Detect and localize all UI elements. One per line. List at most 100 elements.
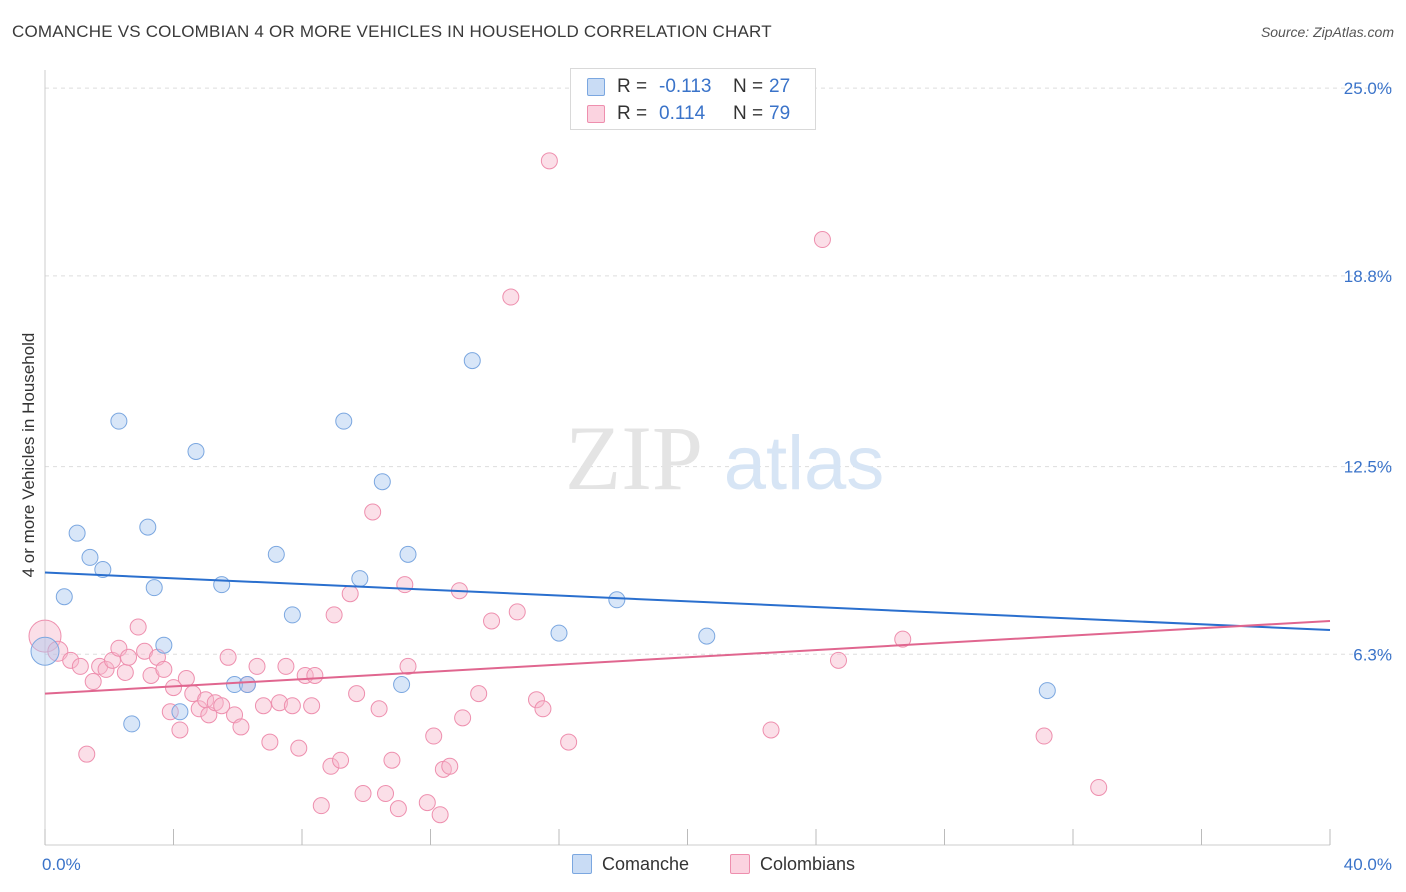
comanche-point [155,636,173,654]
bottom-legend-colombians: Colombians [730,852,855,876]
colombian-point [232,718,250,736]
comanche-trend-line [44,571,1331,632]
grid-lines [45,87,1392,655]
colombian-point [129,618,147,636]
legend-row-comanche: R = -0.113 N = 27 [587,75,790,99]
comanche-point [55,588,73,606]
comanche-swatch [572,854,592,874]
colombian-point [364,503,382,521]
bottom-legend-comanche: Comanche [572,852,689,876]
comanche-point [1038,682,1056,700]
colombian-points [28,152,1108,824]
colombian-point [190,700,208,718]
watermark: ZIP atlas [565,407,884,509]
colombian-point [441,757,459,775]
colombian-point [540,152,558,170]
comanche-point [550,624,568,642]
colombian-point [813,231,831,249]
comanche-point [213,576,231,594]
colombian-point [418,794,436,812]
colombian-point [219,648,237,666]
comanche-point [267,545,285,563]
colombian-point [431,806,449,824]
colombian-point [425,727,443,745]
colombian-point [370,700,388,718]
comanche-point [283,606,301,624]
comanche-point [238,676,256,694]
colombian-point [283,697,301,715]
colombian-point [454,709,472,727]
colombian-point [534,700,552,718]
comanche-point [145,579,163,597]
comanche-point [81,548,99,566]
comanche-label: Comanche [602,853,690,874]
y-tick-label: 25.0% [1344,79,1392,98]
colombian-point [177,669,195,687]
y-axis-label: 4 or more Vehicles in Household [19,333,38,578]
comanche-point [30,636,60,666]
comanche-point [123,715,141,733]
comanche-point [335,412,353,430]
colombian-point [171,721,189,739]
tick-labels: 6.3% 12.5% 18.8% 25.0% 0.0% 40.0% [42,79,1392,874]
n-label: N = [733,103,764,124]
comanche-swatch [587,78,605,96]
colombian-point [116,663,134,681]
colombian-point [325,606,343,624]
axes [44,70,1331,846]
comanche-point [698,627,716,645]
watermark-atlas: atlas [724,421,885,506]
colombian-point [762,721,780,739]
comanche-point [373,473,391,491]
colombian-point [303,697,321,715]
comanche-point [351,570,369,588]
comanche-point [94,561,112,579]
comanche-points [30,352,1056,733]
y-tick-label: 12.5% [1344,458,1392,477]
n-value: 79 [769,103,791,124]
comanche-point [187,442,205,460]
colombian-point [71,657,89,675]
colombian-point [1035,727,1053,745]
colombian-point [389,800,407,818]
comanche-point [139,518,157,536]
colombian-point [348,685,366,703]
colombian-point [155,660,173,678]
colombian-point [28,619,62,653]
colombian-point [78,745,96,763]
x-tick-label: 0.0% [42,855,81,874]
colombian-point [306,666,324,684]
colombian-point [470,685,488,703]
comanche-point [608,591,626,609]
colombian-point [528,691,546,709]
comanche-point [393,676,411,694]
colombian-swatch [730,854,750,874]
colombian-point [508,603,526,621]
comanche-point [463,352,481,370]
y-tick-label: 18.8% [1344,267,1392,286]
colombian-point [120,648,138,666]
colombian-point [62,651,80,669]
colombian-point [277,657,295,675]
source-label: Source: ZipAtlas.com [1260,24,1394,40]
n-value: 27 [769,76,791,97]
comanche-point [399,545,417,563]
colombian-point [341,585,359,603]
colombian-point [354,785,372,803]
colombian-point [332,751,350,769]
trend-lines [44,571,1331,695]
colombian-point [1090,778,1108,796]
r-value: -0.113 [659,76,712,97]
r-value: 0.114 [659,103,706,124]
colombian-point [213,697,231,715]
colombian-point [47,640,69,662]
r-label: R = [617,76,648,97]
colombian-point [483,612,501,630]
n-label: N = [733,76,764,97]
colombians-label: Colombians [760,853,856,874]
colombian-point [377,785,395,803]
colombian-point [894,630,912,648]
colombian-point [829,651,847,669]
colombian-point [261,733,279,751]
